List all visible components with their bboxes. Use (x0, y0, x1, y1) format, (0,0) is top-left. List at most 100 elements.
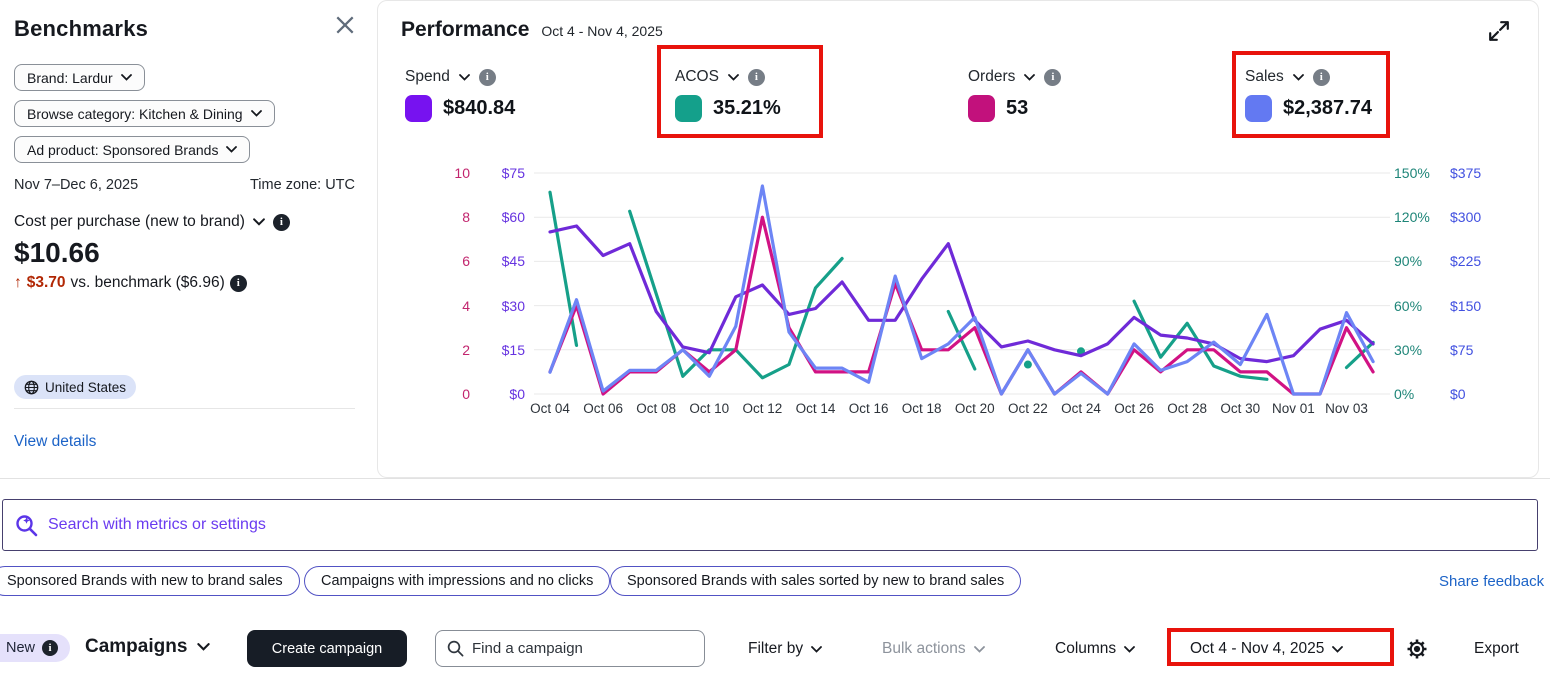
axis-tick-label: $300 (1450, 209, 1482, 226)
chevron-down-icon (1124, 645, 1136, 653)
axis-tick-label: $45 (501, 253, 525, 270)
spend-color-swatch (405, 95, 432, 122)
find-campaign-input[interactable] (472, 640, 693, 657)
metric-selector-spend[interactable]: Spend i (405, 68, 625, 86)
info-icon[interactable]: i (478, 68, 496, 86)
axis-tick-label: 6 (462, 253, 470, 270)
x-axis-label: Oct 26 (1114, 401, 1154, 416)
x-axis-label: Oct 16 (848, 401, 889, 416)
axis-tick-label: $75 (501, 165, 525, 181)
metric-selector-acos[interactable]: ACOS i (675, 68, 895, 86)
metrics-search-input[interactable] (48, 516, 1525, 534)
category-filter-label: Browse category: Kitchen & Dining (27, 105, 243, 122)
metric-selector-sales[interactable]: Sales i (1245, 68, 1465, 86)
new-badge: New i (0, 634, 71, 662)
suggestion-pill[interactable]: Sponsored Brands with sales sorted by ne… (610, 566, 1022, 596)
new-badge-label: New (6, 640, 36, 656)
performance-title: Performance (401, 18, 530, 41)
brand-filter-dropdown[interactable]: Brand: Lardur (14, 64, 145, 91)
search-icon (447, 640, 464, 657)
ai-search-icon (16, 514, 38, 536)
metric-label: Orders (968, 68, 1016, 85)
chevron-down-icon (728, 73, 739, 81)
x-axis-label: Oct 04 (530, 401, 570, 416)
acos-data-point (1023, 360, 1032, 369)
spend-axis-ticks: $75 $60 $45 $30 $15 $0 (466, 164, 525, 403)
acos-axis-ticks: 150% 120% 90% 60% 30% 0% (1394, 164, 1440, 403)
metric-value: 53 (1006, 97, 1029, 119)
benchmark-date-row: Nov 7–Dec 6, 2025 Time zone: UTC (14, 177, 355, 193)
settings-gear-icon[interactable] (1406, 638, 1428, 660)
divider (0, 478, 1550, 479)
metric-value: 35.21% (713, 97, 781, 119)
x-axis-label: Oct 22 (1008, 401, 1048, 416)
chevron-down-icon (120, 74, 132, 81)
date-range-dropdown[interactable]: Oct 4 - Nov 4, 2025 (1190, 640, 1344, 658)
benchmark-metric-value: $10.66 (14, 237, 100, 268)
campaigns-title-dropdown[interactable]: Campaigns (85, 636, 211, 658)
suggestion-pill[interactable]: Sponsored Brands with new to brand sales (0, 566, 300, 596)
axis-tick-label: $225 (1450, 253, 1482, 270)
metric-value-row: 35.21% (675, 95, 895, 122)
metrics-search-bar[interactable] (2, 499, 1538, 551)
expand-icon[interactable] (1488, 20, 1510, 42)
metric-label: Spend (405, 68, 450, 85)
performance-date-range: Oct 4 - Nov 4, 2025 (541, 23, 663, 39)
orders-axis-ticks: 10 8 6 4 2 0 (428, 164, 470, 403)
axis-tick-label: $15 (501, 341, 525, 358)
category-filter-dropdown[interactable]: Browse category: Kitchen & Dining (14, 100, 275, 127)
performance-chart[interactable] (534, 160, 1390, 422)
metric-label: ACOS (675, 68, 719, 85)
metric-label: Sales (1245, 68, 1284, 85)
x-axis-label: Oct 10 (689, 401, 730, 416)
suggestion-pill[interactable]: Campaigns with impressions and no clicks (304, 566, 611, 596)
close-icon[interactable] (334, 14, 356, 36)
performance-card (377, 0, 1539, 478)
x-axis-label: Oct 08 (636, 401, 677, 416)
metric-selector-orders[interactable]: Orders i (968, 68, 1188, 86)
info-icon[interactable]: i (272, 213, 290, 231)
axis-tick-label: 30% (1394, 341, 1423, 358)
metric-block-acos: ACOS i 35.21% (675, 68, 895, 122)
find-campaign-field[interactable] (435, 630, 705, 667)
chevron-down-icon (811, 645, 823, 653)
axis-tick-label: 0% (1394, 385, 1415, 402)
ad-product-filter-dropdown[interactable]: Ad product: Sponsored Brands (14, 136, 251, 163)
filter-by-dropdown[interactable]: Filter by (748, 640, 823, 658)
chart-x-axis-labels: Oct 04 Oct 06 Oct 08 Oct 10 Oct 12 Oct 14 Oct … (530, 401, 1390, 419)
metric-block-spend: Spend i $840.84 (405, 68, 625, 122)
benchmark-metric-selector[interactable]: Cost per purchase (new to brand) i (14, 213, 290, 231)
columns-dropdown[interactable]: Columns (1055, 640, 1136, 658)
metric-value-row: 53 (968, 95, 1188, 122)
columns-label: Columns (1055, 640, 1117, 657)
axis-tick-label: $75 (1450, 341, 1474, 358)
sales-axis-ticks: $375 $300 $225 $150 $75 $0 (1450, 164, 1500, 403)
axis-tick-label: 150% (1394, 165, 1430, 181)
bulk-actions-dropdown[interactable]: Bulk actions (882, 640, 985, 658)
x-axis-label: Oct 24 (1061, 401, 1101, 416)
benchmark-date-range: Nov 7–Dec 6, 2025 (14, 177, 139, 193)
share-feedback-link[interactable]: Share feedback (1439, 573, 1545, 590)
x-axis-label: Nov 03 (1325, 401, 1368, 416)
info-icon[interactable]: i (747, 68, 765, 86)
metric-value: $840.84 (443, 97, 516, 119)
info-icon[interactable]: i (1312, 68, 1330, 86)
export-button[interactable]: Export (1474, 640, 1519, 657)
info-icon[interactable]: i (42, 640, 59, 656)
spend-line (548, 224, 1375, 364)
x-axis-label: Oct 06 (583, 401, 623, 416)
orders-color-swatch (968, 95, 995, 122)
x-axis-label: Oct 12 (742, 401, 783, 416)
region-badge: United States (14, 375, 137, 399)
chevron-down-icon (197, 643, 211, 651)
info-icon[interactable]: i (229, 274, 247, 292)
chevron-down-icon[interactable] (253, 218, 265, 226)
info-icon[interactable]: i (1044, 68, 1062, 86)
view-details-link[interactable]: View details (14, 433, 97, 450)
bulk-actions-label: Bulk actions (882, 640, 966, 657)
x-axis-label: Oct 18 (901, 401, 942, 416)
create-campaign-button[interactable]: Create campaign (247, 630, 407, 667)
performance-header: Performance Oct 4 - Nov 4, 2025 (401, 18, 663, 42)
metric-value-row: $840.84 (405, 95, 625, 122)
x-axis-label: Oct 28 (1167, 401, 1208, 416)
